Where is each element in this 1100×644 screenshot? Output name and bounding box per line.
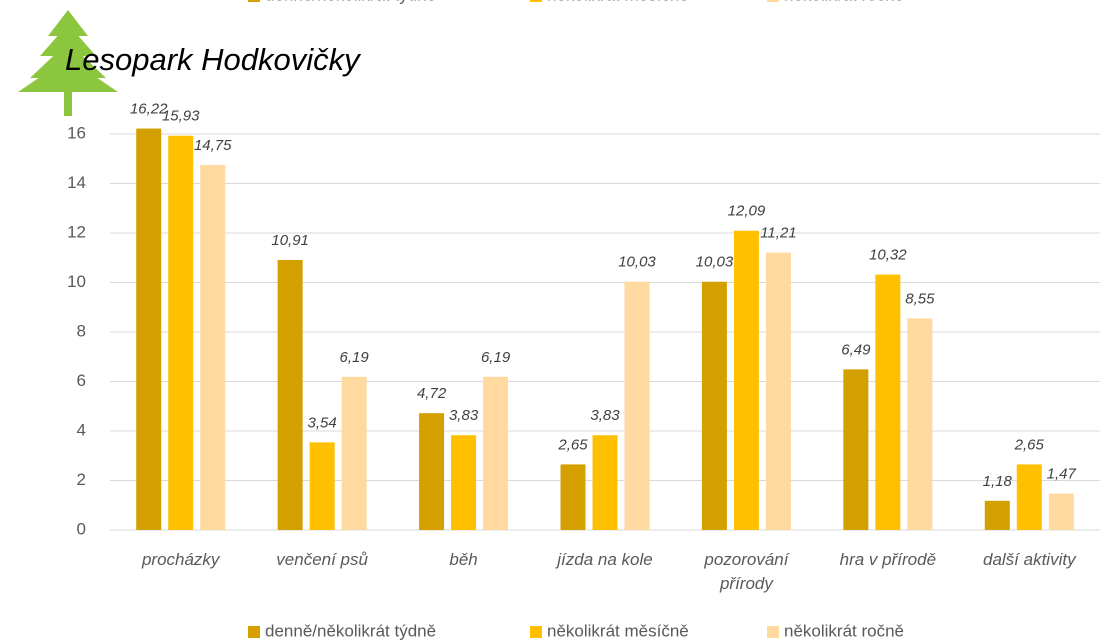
x-tick-label: pozorování přírody: [704, 550, 789, 593]
bar: [419, 413, 445, 530]
data-label: 3,83: [590, 407, 620, 424]
legend-swatch: [530, 626, 542, 638]
bar: [277, 259, 303, 530]
data-label: 10,32: [869, 247, 907, 264]
data-label: 2,65: [557, 436, 588, 453]
data-label: 16,22: [130, 101, 168, 118]
data-label: 12,09: [728, 203, 766, 220]
legend-label: denně/několikrát týdně: [265, 621, 436, 640]
data-label: 2,65: [1014, 436, 1045, 453]
data-label: 6,19: [340, 349, 370, 366]
bar: [984, 500, 1010, 530]
data-label: 10,03: [618, 254, 656, 271]
y-tick-label: 10: [67, 272, 86, 291]
bar: [168, 135, 194, 531]
bar: [136, 128, 162, 530]
y-tick-label: 6: [77, 371, 86, 390]
legend-label: několikrát měsíčně: [547, 0, 689, 4]
y-tick-label: 12: [67, 222, 86, 241]
bar: [1016, 464, 1042, 530]
legend-swatch: [530, 0, 542, 2]
x-tick-label: další aktivity: [982, 550, 1076, 569]
legend-swatch: [767, 626, 779, 638]
data-label: 8,55: [905, 290, 935, 307]
bar: [560, 464, 586, 530]
y-tick-label: 4: [77, 420, 86, 439]
legend-swatch: [767, 0, 779, 2]
tree-icon: [18, 10, 118, 116]
bar: [309, 442, 335, 530]
data-label: 11,21: [760, 225, 796, 242]
y-tick-label: 8: [77, 321, 86, 340]
bar: [701, 281, 727, 530]
bar: [451, 435, 477, 530]
y-tick-label: 2: [77, 470, 86, 489]
bar: [765, 252, 791, 531]
data-label: 1,18: [983, 473, 1013, 490]
bar: [843, 369, 869, 530]
x-tick-label: venčení psů: [276, 550, 368, 569]
x-tick-label: jízda na kole: [557, 550, 653, 569]
bar: [624, 281, 650, 530]
data-label: 4,72: [417, 385, 447, 402]
legend-label: několikrát ročně: [784, 621, 904, 640]
legend-swatch: [248, 626, 260, 638]
data-label: 14,75: [194, 137, 232, 154]
bar: [733, 230, 759, 530]
bar: [592, 435, 618, 530]
y-tick-label: 0: [77, 519, 86, 538]
data-label: 10,03: [696, 254, 734, 271]
bar: [907, 318, 933, 530]
bar: [341, 376, 367, 530]
x-tick-label: procházky: [141, 550, 220, 569]
data-label: 1,47: [1047, 466, 1077, 483]
data-label: 15,93: [162, 108, 200, 125]
bar: [200, 164, 226, 530]
x-tick-label: běh: [449, 550, 478, 569]
bar: [875, 274, 901, 530]
y-tick-label: 14: [67, 173, 86, 192]
y-tick-label: 16: [67, 123, 86, 142]
chart-title: Lesopark Hodkovičky: [65, 42, 362, 77]
x-tick-label: hra v přírodě: [839, 550, 937, 569]
bar: [483, 376, 509, 530]
data-label: 6,49: [841, 341, 871, 358]
data-label: 3,54: [308, 414, 337, 431]
legend-label: několikrát měsíčně: [547, 621, 689, 640]
legend-swatch: [248, 0, 260, 2]
bar: [1048, 493, 1074, 530]
legend-label: několikrát ročně: [784, 0, 904, 4]
data-label: 6,19: [481, 349, 511, 366]
data-label: 3,83: [449, 407, 479, 424]
legend-label: denně/několikrát týdně: [265, 0, 436, 4]
data-label: 10,91: [271, 232, 309, 249]
